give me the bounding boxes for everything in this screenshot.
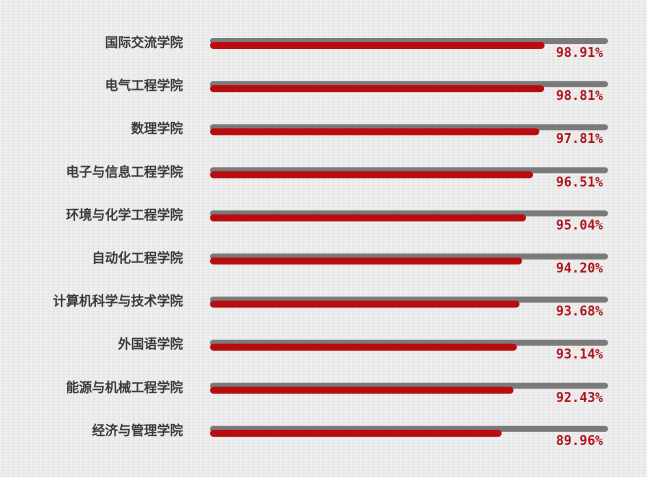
value-label: 98.91% <box>556 46 603 61</box>
category-label: 外国语学院 <box>117 337 183 353</box>
value-bar <box>210 257 522 265</box>
value-label: 97.81% <box>556 132 603 147</box>
category-label: 国际交流学院 <box>105 35 183 51</box>
category-label: 自动化工程学院 <box>92 251 183 267</box>
value-bar <box>210 85 545 93</box>
value-bar <box>210 300 520 308</box>
category-label: 经济与管理学院 <box>92 423 183 439</box>
value-label: 93.68% <box>556 305 603 320</box>
category-label: 计算机科学与技术学院 <box>53 294 183 310</box>
value-label: 94.20% <box>556 262 603 277</box>
category-label: 电子与信息工程学院 <box>66 164 183 180</box>
value-bar <box>210 386 514 394</box>
category-label: 能源与机械工程学院 <box>66 380 183 396</box>
value-label: 89.96% <box>556 434 603 449</box>
value-label: 96.51% <box>556 175 603 190</box>
value-bar <box>210 429 502 437</box>
value-bar <box>210 214 527 222</box>
category-label: 电气工程学院 <box>105 78 183 94</box>
category-label: 环境与化学工程学院 <box>66 207 183 223</box>
value-label: 98.81% <box>556 89 603 104</box>
category-label: 数理学院 <box>131 121 183 137</box>
value-bar <box>210 343 517 351</box>
value-bar <box>210 128 540 136</box>
value-label: 93.14% <box>556 348 603 363</box>
value-label: 95.04% <box>556 218 603 233</box>
value-bar <box>210 42 545 49</box>
value-bar <box>210 171 534 179</box>
value-label: 92.43% <box>556 391 603 406</box>
